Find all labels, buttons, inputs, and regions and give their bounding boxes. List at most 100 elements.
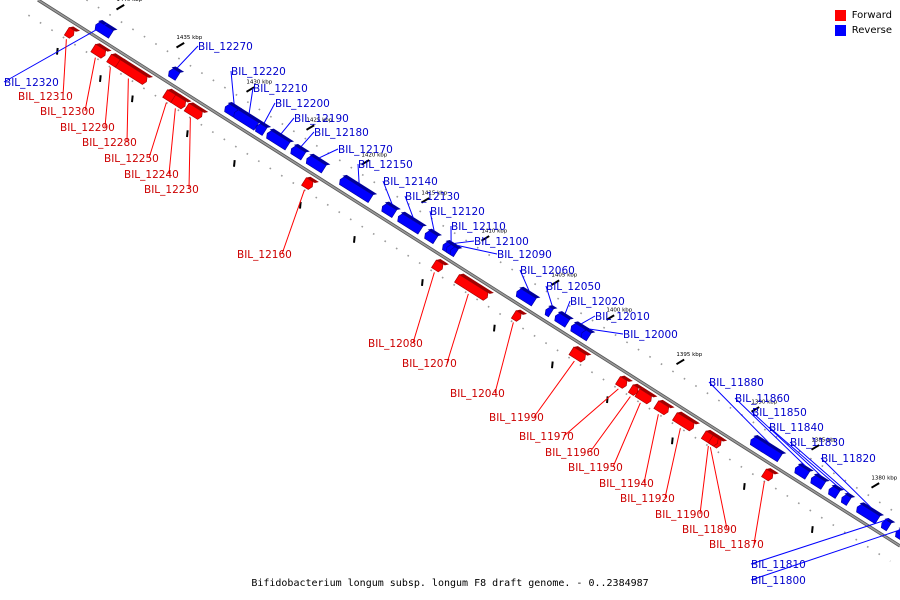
gene-bil_12070[interactable]: [454, 272, 494, 303]
gene-bil_12170[interactable]: [304, 152, 331, 174]
gene-top-face: [188, 102, 209, 113]
gene-bil_11970[interactable]: [615, 374, 633, 391]
gene-body: [761, 468, 774, 482]
gene-bil_11880[interactable]: [749, 433, 787, 463]
gene-body: [301, 177, 314, 190]
gene-label: BIL_11990: [489, 412, 544, 424]
gene-bil_12150[interactable]: [338, 173, 378, 204]
gene-leader-line: [280, 117, 295, 135]
gene-bil_11960[interactable]: [627, 382, 645, 398]
gene-leader-line: [188, 117, 191, 190]
gene-bil_12190[interactable]: [265, 127, 295, 152]
gene-leader-line: [564, 300, 571, 314]
gene-bil_12000[interactable]: [580, 326, 596, 342]
feature-mark: [99, 75, 102, 82]
gene-bil_11920[interactable]: [671, 410, 700, 434]
gene-body: [707, 434, 719, 447]
gene-bil_12020[interactable]: [553, 310, 574, 329]
feature-mark: [131, 95, 134, 103]
gene-top-face: [436, 259, 449, 266]
gene-label: BIL_12180: [314, 127, 369, 139]
gene-bil_11870[interactable]: [761, 466, 779, 483]
gene-body: [424, 230, 439, 245]
gene-body: [840, 494, 852, 506]
feature-mark: [186, 130, 189, 138]
gene-leader-line: [751, 411, 822, 477]
gene-bil_12230[interactable]: [183, 101, 209, 122]
gene-bil_11800[interactable]: [894, 525, 900, 542]
gene-leader-line: [126, 78, 129, 143]
gene-bil_12130[interactable]: [396, 210, 427, 236]
feature-mark: [299, 201, 302, 209]
gene-body: [63, 27, 75, 39]
gene-leader-line: [104, 67, 111, 128]
gene-label: BIL_12300: [40, 106, 95, 118]
gene-label: BIL_12160: [237, 249, 292, 261]
gene-top-face: [620, 375, 633, 382]
gene-bil_11830[interactable]: [840, 491, 856, 507]
gene-body: [233, 109, 260, 131]
scale-tick-label: 1425 kbp: [306, 118, 332, 124]
gene-label: BIL_11970: [519, 431, 574, 443]
gene-bil_12040[interactable]: [510, 308, 528, 324]
gene-bil_12180[interactable]: [289, 142, 310, 161]
gene-body: [397, 213, 424, 235]
gene-body: [305, 155, 327, 174]
gene-label: BIL_12280: [82, 137, 137, 149]
gene-leader-line: [318, 148, 339, 159]
gene-bil_12160[interactable]: [301, 175, 319, 192]
gene-bil_12060[interactable]: [514, 285, 541, 307]
gene-label: BIL_11800: [751, 575, 806, 587]
gene-label: BIL_12110: [451, 221, 506, 233]
gene-bil_12270[interactable]: [167, 65, 185, 82]
gene-bil_12320[interactable]: [93, 18, 118, 39]
gene-top-face: [175, 93, 192, 103]
gene-bil_11850[interactable]: [809, 472, 830, 491]
gene-bil_11940[interactable]: [653, 398, 675, 417]
gene-leader-line: [456, 244, 498, 255]
gene-bil_11810[interactable]: [880, 516, 896, 532]
gene-bil_12280[interactable]: [114, 57, 154, 87]
gene-bil_12310[interactable]: [63, 25, 81, 41]
gene-label: BIL_11860: [735, 393, 790, 405]
gene-leader-line: [3, 23, 108, 83]
gene-leader-line: [148, 102, 167, 159]
gene-label: BIL_12080: [368, 338, 423, 350]
gene-bil_12240[interactable]: [170, 92, 192, 111]
gene-bil_12140[interactable]: [380, 200, 401, 219]
gene-label: BIL_11890: [682, 524, 737, 536]
gene-label: BIL_12120: [430, 206, 485, 218]
gene-body: [515, 288, 537, 307]
gene-bil_11860[interactable]: [793, 462, 814, 481]
gene-bil_11820[interactable]: [855, 501, 885, 526]
gene-body: [510, 310, 522, 322]
gene-label: BIL_11960: [545, 447, 600, 459]
gene-bil_12210[interactable]: [232, 106, 263, 132]
legend: Forward Reverse: [834, 8, 892, 38]
gene-top-face: [167, 88, 182, 97]
gene-bil_11990[interactable]: [568, 345, 592, 365]
gene-bil_12080[interactable]: [431, 257, 449, 274]
gene-leader-line: [699, 445, 709, 515]
gene-top-face: [844, 492, 856, 498]
legend-forward: Forward: [834, 8, 892, 23]
gene-bil_12050[interactable]: [543, 303, 558, 318]
gene-body: [856, 503, 881, 525]
gene-bil_12300[interactable]: [90, 42, 112, 61]
gene-label: BIL_11880: [709, 377, 764, 389]
gene-body: [615, 376, 628, 389]
gene-bil_11950[interactable]: [634, 386, 658, 406]
gene-top-face: [658, 399, 675, 409]
gene-leader-line: [300, 131, 315, 147]
gene-bil_11890[interactable]: [707, 433, 725, 449]
gene-bil_11840[interactable]: [827, 483, 845, 500]
gene-leader-line: [382, 180, 393, 205]
gene-leader-line: [412, 272, 435, 344]
scale-tick: [175, 42, 185, 49]
gene-top-face: [69, 26, 81, 32]
feature-mark: [606, 396, 609, 404]
gene-bil_12090[interactable]: [448, 243, 463, 258]
gene-bil_12120[interactable]: [423, 227, 442, 245]
gene-body: [290, 145, 307, 161]
gene-bil_12200[interactable]: [254, 120, 272, 137]
